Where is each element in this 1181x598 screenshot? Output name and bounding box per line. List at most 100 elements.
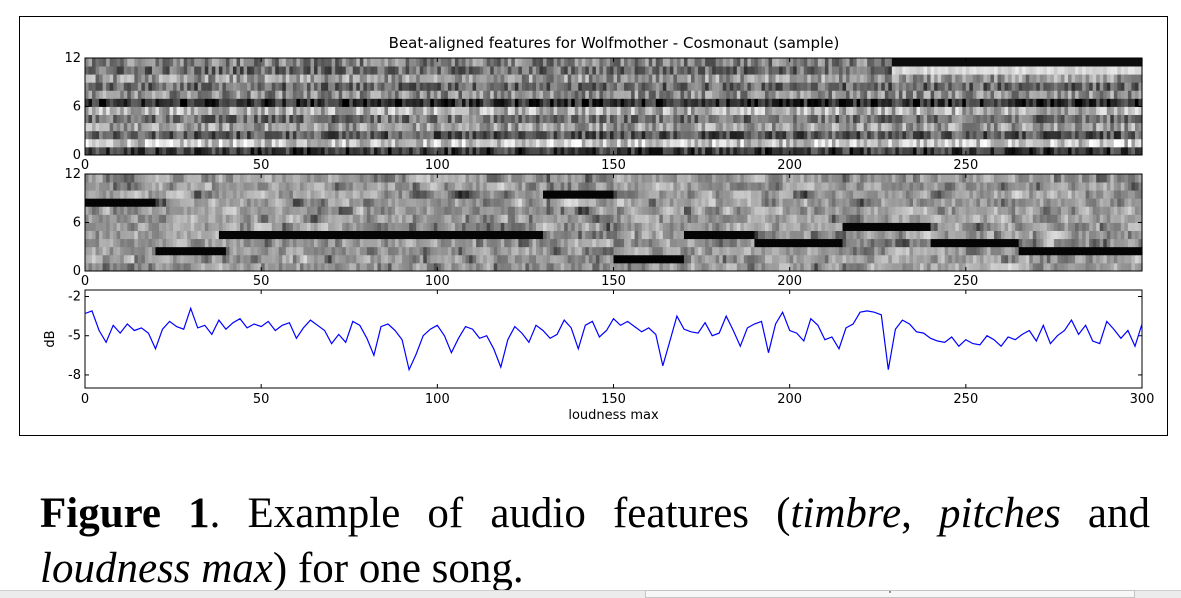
timbre-cell [317, 130, 322, 140]
timbre-cell [433, 98, 438, 107]
timbre-cell [800, 66, 805, 75]
timbre-cell [349, 106, 354, 115]
pitches-cell [757, 238, 763, 248]
pitches-cell [183, 246, 188, 256]
timbre-cell [683, 114, 689, 124]
pitches-cell [402, 230, 407, 240]
pitches-cell [158, 238, 164, 248]
timbre-cell [1039, 58, 1044, 67]
pitches-cell [831, 246, 837, 256]
timbre-cell [1099, 82, 1104, 91]
timbre-cell [1022, 90, 1027, 99]
timbre-cell [388, 98, 393, 107]
pitches-cell [546, 230, 551, 240]
timbre-cell [141, 58, 146, 67]
pitches-cell [518, 262, 523, 272]
pitches-cell [867, 262, 872, 272]
timbre-cell [500, 146, 505, 156]
timbre-cell [254, 130, 259, 140]
pitches-cell [514, 262, 519, 272]
timbre-cell [645, 66, 650, 75]
pitches-cell [916, 238, 921, 248]
timbre-cell [314, 98, 319, 107]
timbre-cell [162, 66, 167, 75]
pitches-cell [127, 238, 132, 248]
timbre-cell [997, 122, 1002, 132]
timbre-cell [113, 114, 118, 124]
pitches-cell [1046, 254, 1051, 264]
timbre-cell [705, 66, 710, 75]
timbre-cell [120, 74, 125, 83]
timbre-cell [609, 114, 615, 124]
timbre-cell [102, 146, 107, 156]
pitches-cell [585, 238, 590, 248]
pitches-cell [282, 254, 287, 264]
timbre-cell [247, 66, 252, 75]
pitches-cell [567, 230, 572, 240]
timbre-cell [1036, 130, 1041, 140]
timbre-cell [229, 122, 234, 132]
timbre-cell [543, 82, 548, 91]
timbre-cell [1124, 138, 1129, 148]
pitches-cell [493, 254, 498, 264]
timbre-cell [430, 74, 435, 83]
pitches-cell [1060, 254, 1066, 264]
timbre-cell [930, 138, 935, 148]
pitches-cell [1032, 246, 1037, 256]
timbre-cell [867, 138, 872, 148]
timbre-cell [574, 74, 579, 83]
timbre-cell [803, 114, 808, 124]
timbre-cell [1099, 98, 1104, 107]
timbre-cell [1050, 130, 1055, 140]
pitches-cell [500, 254, 505, 264]
timbre-cell [550, 130, 555, 140]
timbre-cell [92, 74, 97, 83]
timbre-cell [1127, 98, 1133, 107]
timbre-cell [673, 98, 678, 107]
pitches-cell [335, 254, 340, 264]
timbre-cell [620, 74, 625, 83]
timbre-cell [599, 138, 604, 148]
timbre-cell [701, 82, 706, 91]
timbre-cell [211, 66, 216, 75]
timbre-cell [331, 98, 336, 107]
timbre-cell [920, 122, 925, 132]
pitches-cell [469, 238, 474, 248]
pitches-cell [557, 230, 562, 240]
pitches-cell [652, 238, 657, 248]
timbre-cell [204, 58, 209, 67]
pitches-cell [197, 246, 202, 256]
timbre-cell [1022, 98, 1027, 107]
timbre-cell [905, 130, 911, 140]
timbre-cell [941, 106, 946, 115]
timbre-cell [955, 58, 960, 67]
timbre-cell [641, 106, 646, 115]
pitches-cell [972, 262, 977, 272]
pitches-cell [176, 254, 181, 264]
timbre-cell [560, 122, 565, 132]
timbre-cell [1082, 74, 1087, 83]
pitches-cell [789, 262, 794, 272]
timbre-cell [373, 146, 379, 156]
timbre-cell [772, 58, 777, 67]
timbre-cell [972, 82, 977, 91]
timbre-cell [314, 74, 319, 83]
timbre-cell [1068, 114, 1073, 124]
timbre-cell [1068, 66, 1073, 75]
timbre-cell [1110, 138, 1115, 148]
timbre-cell [458, 66, 463, 75]
pitches-cell [158, 230, 164, 240]
pitches-cell [553, 262, 558, 272]
pitches-cell [638, 262, 643, 272]
timbre-cell [306, 122, 312, 132]
timbre-cell [144, 146, 150, 156]
timbre-cell [197, 74, 202, 83]
pitches-cell [306, 254, 312, 264]
timbre-cell [824, 82, 830, 91]
timbre-cell [930, 66, 935, 75]
timbre-cell [655, 98, 660, 107]
timbre-cell [712, 106, 717, 115]
timbre-cell [856, 146, 861, 156]
timbre-cell [1057, 98, 1062, 107]
timbre-cell [652, 98, 657, 107]
